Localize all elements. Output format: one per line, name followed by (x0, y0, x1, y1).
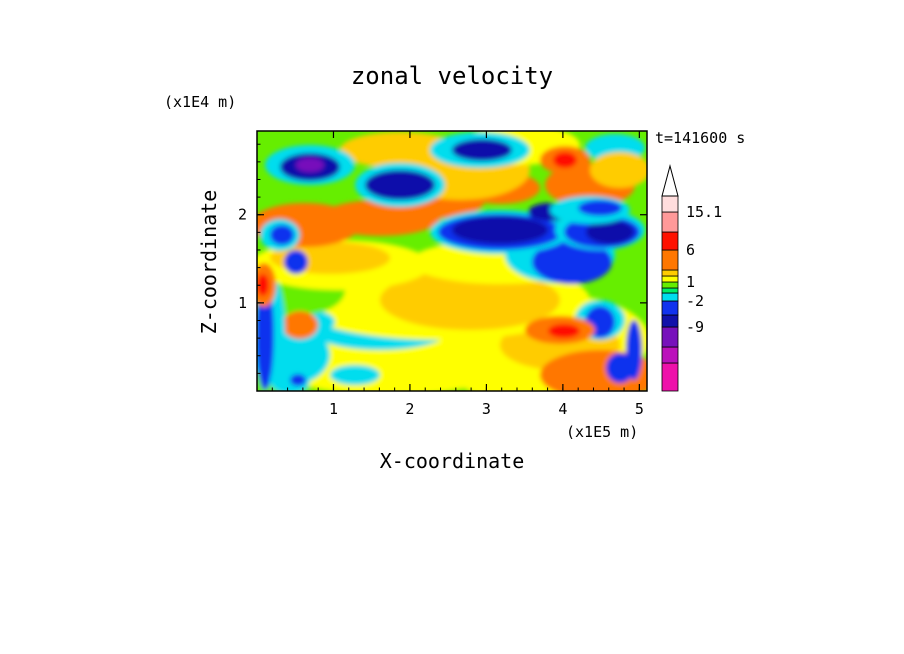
y-axis: 12 (238, 143, 647, 374)
x-tick-label: 2 (405, 400, 414, 418)
colorbar-segment (661, 287, 679, 294)
contour-region (553, 152, 577, 168)
y-tick-label: 2 (238, 206, 247, 224)
colorbar-segment (661, 281, 679, 289)
colorbar-segment (661, 346, 679, 364)
x-scale-label: (x1E5 m) (566, 423, 638, 441)
contour-region (284, 250, 308, 274)
colorbar-segment (661, 362, 679, 392)
colorbar: -9 -21 6 15.1 (661, 164, 722, 392)
contour-region (540, 350, 647, 391)
contour-region (578, 200, 622, 216)
colorbar-segment (661, 195, 679, 213)
contour-region (452, 139, 512, 161)
colorbar-segment (661, 269, 679, 277)
contour-region (290, 374, 306, 386)
contour-region (365, 170, 435, 200)
contour-region (340, 132, 460, 168)
y-axis-label: Z-coordinate (197, 190, 221, 335)
contour-region (626, 320, 642, 380)
x-tick-label: 5 (635, 400, 644, 418)
colorbar-segment (661, 292, 679, 302)
x-axis-label: X-coordinate (380, 449, 525, 473)
colorbar-segment (661, 300, 679, 316)
x-tick-label: 4 (558, 400, 567, 418)
contour-region (532, 240, 612, 284)
colorbar-segment (661, 231, 679, 251)
contour-region (586, 220, 634, 244)
contour-region (380, 270, 560, 330)
time-label: t=141600 s (655, 129, 745, 147)
colorbar-label: 1 (686, 273, 695, 291)
x-axis: 1 2 3 4 5 (271, 131, 644, 418)
chart-title: zonal velocity (351, 62, 553, 90)
colorbar-label: 6 (686, 241, 695, 259)
colorbar-segment (661, 275, 679, 283)
field-blobs (257, 131, 647, 391)
contour-region (548, 324, 580, 338)
colorbar-label: 15.1 (686, 203, 722, 221)
contour-region (452, 216, 548, 244)
colorbar-label: -2 (686, 292, 704, 310)
x-tick-label: 1 (329, 400, 338, 418)
contour-region (257, 274, 269, 296)
colorbar-segment (661, 211, 679, 233)
plot-frame (256, 130, 648, 392)
contour-region (282, 311, 318, 339)
colorbar-extend-arrow (661, 164, 679, 197)
x-tick-label: 3 (482, 400, 491, 418)
colorbar-label: -9 (686, 318, 704, 336)
colorbar-segment (661, 249, 679, 271)
contour-region (270, 225, 294, 245)
contour-region (257, 280, 274, 390)
contour-region (590, 152, 647, 188)
contour-field (257, 131, 647, 391)
y-scale-label: (x1E4 m) (164, 93, 236, 111)
colorbar-segment (661, 326, 679, 348)
contour-region (330, 365, 380, 385)
contour-region (296, 158, 324, 172)
y-tick-label: 1 (238, 294, 247, 312)
colorbar-segment (661, 314, 679, 328)
